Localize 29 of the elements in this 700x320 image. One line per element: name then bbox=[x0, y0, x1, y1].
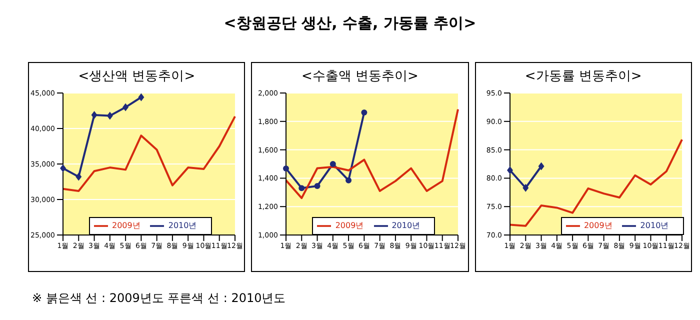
legend-label: 2010년 bbox=[640, 221, 669, 230]
chart-title: <생산액 변동추이> bbox=[77, 68, 196, 85]
legend-label: 2010년 bbox=[392, 221, 420, 230]
line-series bbox=[285, 108, 460, 200]
point bbox=[283, 166, 290, 172]
point bbox=[506, 166, 513, 174]
point bbox=[330, 161, 336, 167]
text: <창원공단 생산, 수출, 가동률 추이> bbox=[222, 13, 478, 34]
point bbox=[106, 112, 113, 120]
point bbox=[538, 162, 544, 170]
point bbox=[522, 184, 528, 192]
chart-title: <가동률 변동추이> bbox=[524, 68, 643, 85]
point bbox=[122, 103, 129, 112]
legend-label: 2009년 bbox=[112, 221, 140, 230]
point bbox=[362, 109, 368, 116]
point bbox=[91, 111, 98, 120]
point bbox=[298, 185, 305, 192]
point bbox=[60, 164, 66, 172]
legend-label: 2009년 bbox=[335, 221, 364, 230]
line-series bbox=[62, 115, 236, 192]
legend-label: 2009년 bbox=[584, 221, 612, 230]
line-series bbox=[508, 138, 683, 227]
legend-label: 2010년 bbox=[168, 221, 197, 230]
chart-title: <수출액 변동추이> bbox=[300, 68, 420, 85]
point bbox=[76, 172, 82, 181]
point bbox=[314, 183, 321, 190]
point bbox=[138, 93, 144, 102]
text: ※ 붉은색 선 : 2009년도 푸른색 선 : 2010년도 bbox=[32, 290, 286, 307]
point bbox=[346, 177, 352, 184]
